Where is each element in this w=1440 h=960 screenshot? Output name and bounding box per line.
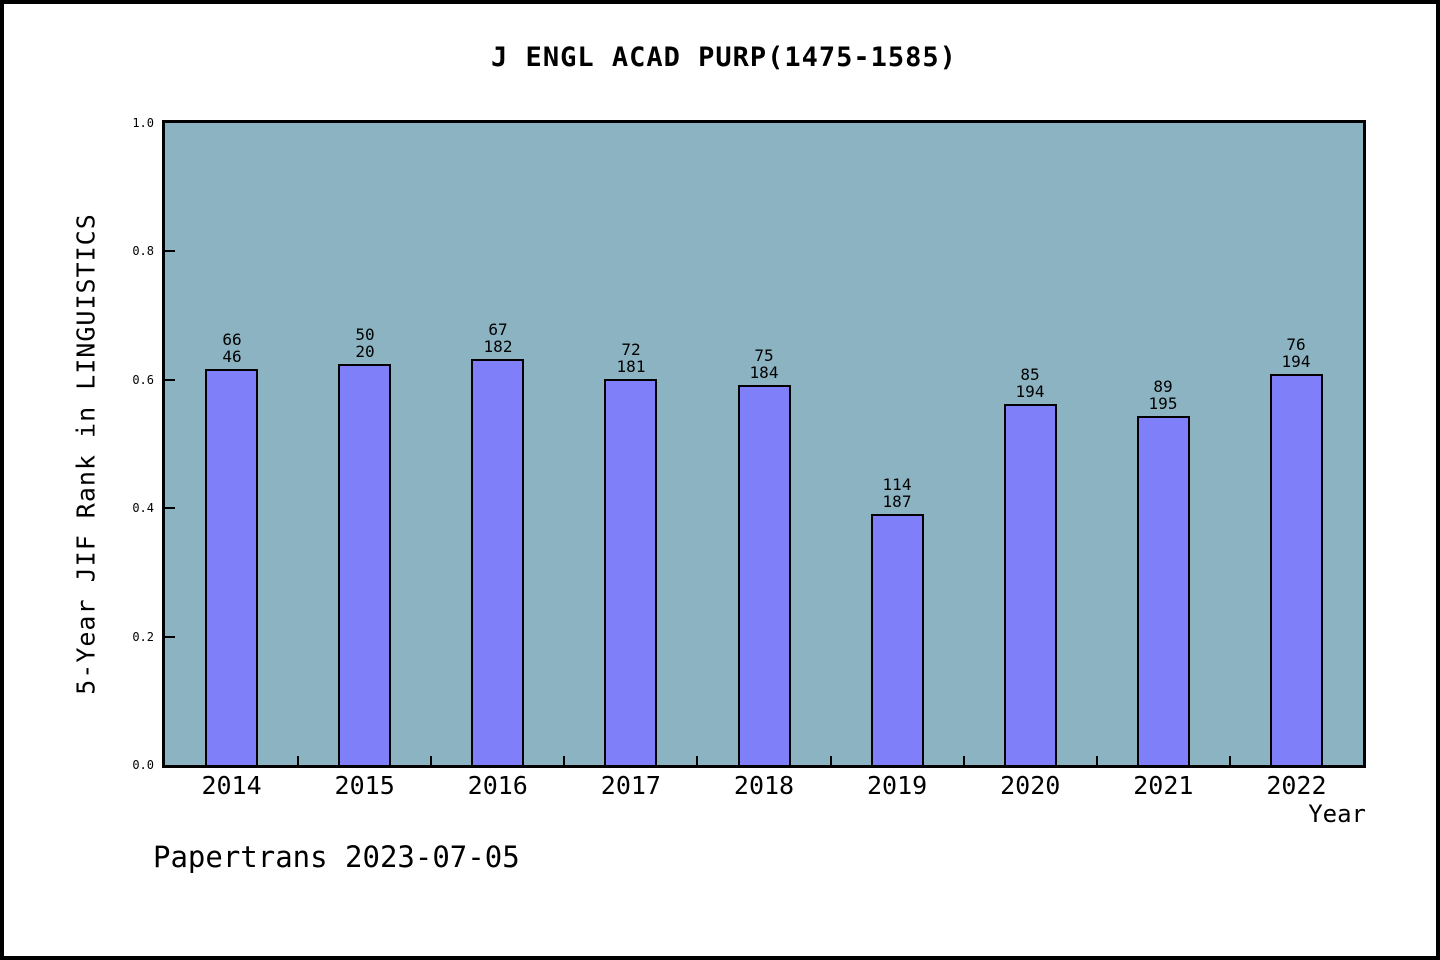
x-minor-tick [1229,756,1231,765]
bar-2019 [871,514,924,765]
x-tick-label-2019: 2019 [867,771,928,800]
y-tick-label-0.0: 0.0 [132,758,154,772]
bar-value-label-2021: 89 195 [1148,377,1178,413]
x-axis-title: Year [1308,800,1366,828]
y-tick [165,250,175,252]
bar-value-label-2015: 50 20 [355,325,375,361]
x-tick-label-2020: 2020 [1000,771,1061,800]
y-tick [165,379,175,381]
y-tick [165,636,175,638]
x-tick-label-2015: 2015 [334,771,395,800]
x-minor-tick [297,756,299,765]
y-tick [165,507,175,509]
bar-value-label-2018: 75 184 [749,346,779,382]
bar-2021 [1137,416,1190,765]
x-tick-label-2018: 2018 [733,771,795,800]
bar-value-label-2014: 66 46 [222,330,242,366]
x-tick-label-2014: 2014 [201,771,262,800]
bar-2017 [604,379,657,765]
bar-2015 [338,364,391,765]
x-minor-tick [830,756,832,765]
y-tick-label-0.4: 0.4 [132,501,154,515]
plot-area: 66 46 50 20 67 182 72 181 75 184 114 187 85 19… [162,120,1366,768]
bar-2022 [1270,374,1323,765]
bar-2016 [471,359,524,765]
x-minor-tick [963,756,965,765]
y-axis-title: 5-Year JIF Rank in LINGUISTICS [71,213,101,695]
x-tick-label-2021: 2021 [1133,771,1194,800]
x-tick-label-2022: 2022 [1266,771,1327,800]
x-minor-tick [563,756,565,765]
x-tick-label-2017: 2017 [600,771,661,800]
y-tick-label-0.6: 0.6 [132,373,154,387]
bar-value-label-2016: 67 182 [483,320,513,356]
bar-2020 [1004,404,1057,765]
y-tick-label-0.8: 0.8 [132,244,154,258]
y-tick-label-0.2: 0.2 [132,630,154,644]
chart-title: J ENGL ACAD PURP(1475-1585) [491,42,957,73]
y-tick-label-1.0: 1.0 [132,116,154,130]
bar-value-label-2020: 85 194 [1015,365,1045,401]
x-minor-tick [1096,756,1098,765]
bar-value-label-2022: 76 194 [1281,335,1311,371]
x-minor-tick [696,756,698,765]
x-minor-tick [430,756,432,765]
bar-2018 [738,385,791,765]
x-tick-label-2016: 2016 [467,771,528,800]
bar-value-label-2019: 114 187 [882,475,912,511]
bar-2014 [205,369,258,765]
bar-value-label-2017: 72 181 [616,340,646,376]
footer-watermark: Papertrans 2023-07-05 [153,840,520,874]
